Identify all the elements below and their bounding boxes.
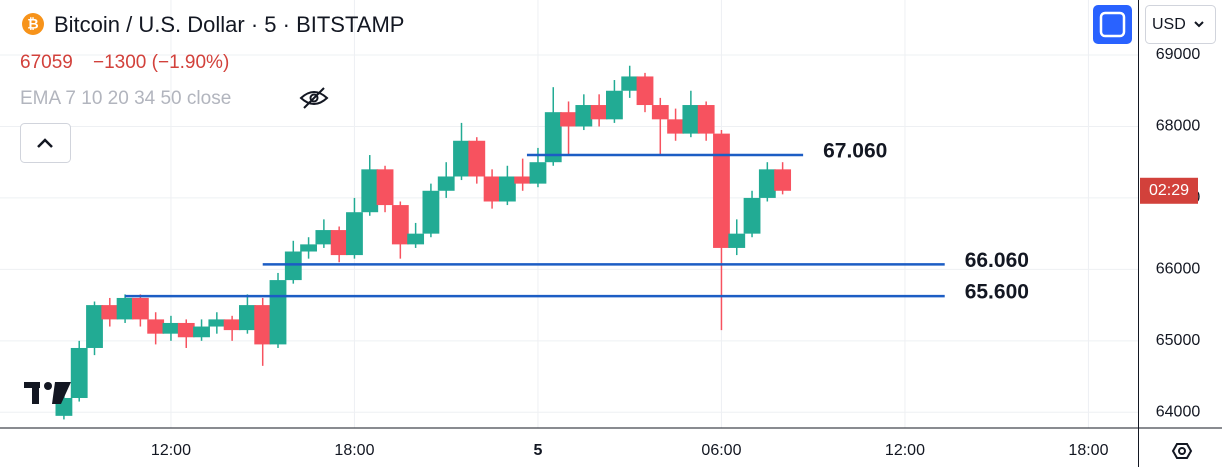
- candle-body: [254, 305, 272, 345]
- candle-body: [208, 319, 226, 327]
- candle-body: [483, 176, 501, 202]
- candle-body: [774, 169, 792, 191]
- symbol-title: Bitcoin / U.S. Dollar · 5 · BITSTAMP: [54, 12, 404, 37]
- candle-body: [315, 230, 333, 245]
- candle-body: [682, 105, 700, 134]
- price-tick-label: 69000: [1156, 46, 1201, 63]
- candle-body: [437, 176, 455, 191]
- candle-body: [86, 305, 103, 348]
- candle-body: [590, 105, 608, 120]
- time-tick-label: 06:00: [701, 442, 741, 459]
- candle-body: [407, 233, 425, 245]
- price-tick-label: 65000: [1156, 332, 1201, 349]
- candle-body: [713, 133, 730, 248]
- candle-body: [70, 347, 88, 398]
- price-change: −1300 (−1.90%): [93, 52, 229, 73]
- candle-body: [147, 319, 165, 334]
- candle-body: [116, 297, 134, 320]
- tradingview-logo: [24, 382, 71, 404]
- candle-body: [621, 76, 639, 91]
- candle-body: [193, 326, 210, 338]
- candle-body: [346, 212, 363, 256]
- candle-body: [101, 305, 119, 320]
- candle-body: [606, 90, 623, 120]
- last-price: 67059: [20, 52, 73, 73]
- bitcoin-icon-glyph: ₿: [27, 16, 38, 32]
- candle-body: [284, 251, 302, 281]
- candle-body: [468, 140, 486, 177]
- bitcoin-icon: [22, 13, 44, 35]
- time-tick-label: 12:00: [151, 442, 191, 459]
- indicator-legend: EMA 7 10 20 34 50 close: [20, 88, 231, 109]
- price-tick-label: 68000: [1156, 118, 1201, 135]
- level-label: 67.060: [823, 140, 887, 163]
- hide-indicator-button[interactable]: [299, 87, 329, 109]
- time-tick-label: 18:00: [1068, 442, 1108, 459]
- candle-body: [651, 105, 669, 120]
- fullscreen-button[interactable]: [1093, 5, 1132, 44]
- currency-label: USD: [1152, 16, 1186, 33]
- candle-body: [361, 169, 379, 213]
- candle-body: [422, 190, 440, 234]
- candle-body: [131, 297, 149, 320]
- collapse-legend-button[interactable]: [20, 123, 71, 163]
- level-label: 65.600: [965, 281, 1029, 304]
- candle-body: [728, 233, 746, 248]
- candle-body: [758, 169, 776, 198]
- candle-body: [514, 176, 532, 184]
- candle-body: [376, 169, 394, 206]
- candle-body: [330, 230, 348, 256]
- settings-button[interactable]: [1171, 443, 1193, 459]
- level-label: 66.060: [965, 249, 1029, 272]
- candle-body: [636, 76, 654, 106]
- currency-button[interactable]: USD: [1145, 5, 1216, 44]
- candle-body: [239, 305, 256, 331]
- candle-body: [697, 105, 715, 134]
- time-tick-label: 5: [534, 442, 543, 459]
- candle-body: [223, 319, 241, 331]
- candle-body: [575, 105, 593, 127]
- candle-body: [667, 119, 684, 134]
- candle-body: [162, 322, 180, 334]
- candle-body: [269, 280, 287, 345]
- candle-body: [300, 244, 317, 252]
- candle-body: [560, 112, 577, 127]
- time-tick-label: 12:00: [885, 442, 925, 459]
- price-tick-label: 66000: [1156, 261, 1201, 278]
- candle-body: [743, 197, 761, 234]
- candle-body: [391, 205, 409, 245]
- candle-body: [177, 322, 195, 338]
- candle-body: [529, 162, 547, 184]
- price-tick-label: 64000: [1156, 403, 1201, 420]
- candle-body: [544, 112, 562, 163]
- countdown-label: 02:29: [1149, 182, 1189, 199]
- time-tick-label: 18:00: [334, 442, 374, 459]
- countdown-tag: [1140, 177, 1198, 204]
- candle-body: [453, 140, 470, 177]
- candle-body: [498, 176, 516, 202]
